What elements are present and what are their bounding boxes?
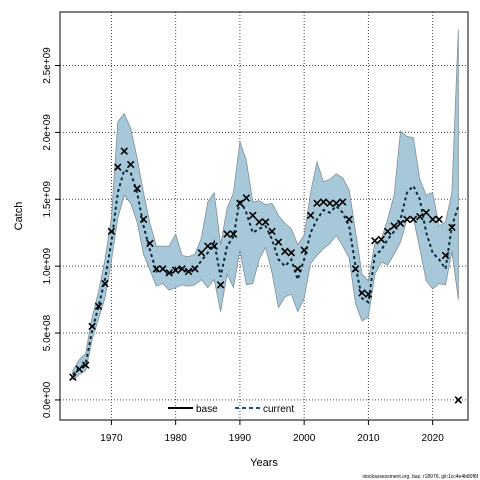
observed-point <box>223 230 231 238</box>
observed-point <box>396 219 405 228</box>
observed-point <box>133 184 141 193</box>
observed-point <box>107 227 116 236</box>
observed-point <box>88 322 96 331</box>
observed-point <box>281 247 289 256</box>
observed-point <box>422 208 431 217</box>
observed-point <box>332 199 341 208</box>
legend-current-label: current <box>263 404 294 415</box>
observed-point <box>94 302 103 311</box>
observed-point <box>101 279 109 288</box>
current-series-line <box>72 168 460 376</box>
observed-point <box>403 215 411 224</box>
observed-point <box>306 211 315 220</box>
observed-point <box>435 215 443 224</box>
observed-point <box>75 365 84 373</box>
x-tick-label: 1980 <box>165 433 188 444</box>
x-tick-label: 1970 <box>100 433 123 444</box>
observed-point <box>165 269 173 277</box>
observed-point <box>248 211 257 220</box>
y-tick-label: 1.0e+09 <box>42 248 53 285</box>
observed-point <box>345 215 353 224</box>
observed-point <box>274 238 283 246</box>
observed-markers <box>69 147 463 404</box>
observed-point <box>210 242 218 250</box>
observed-point <box>204 242 212 250</box>
x-tick-label: 2000 <box>293 433 316 444</box>
x-tick-label: 2010 <box>357 433 380 444</box>
observed-point <box>81 361 90 369</box>
plot-frame <box>59 11 469 421</box>
observed-point <box>159 265 167 273</box>
observed-point <box>448 223 456 232</box>
observed-point <box>261 218 270 226</box>
observed-point <box>383 227 392 236</box>
observed-point <box>377 235 386 244</box>
y-axis-title: Catch <box>13 202 25 231</box>
observed-point <box>319 198 328 206</box>
observed-point <box>242 194 251 202</box>
observed-point <box>293 265 302 273</box>
observed-point <box>197 249 206 257</box>
observed-point <box>409 215 418 224</box>
observed-point <box>178 265 186 273</box>
observed-point <box>441 251 450 260</box>
observed-point <box>120 147 129 155</box>
observed-point <box>229 230 238 238</box>
y-tick-label: 2.5e+09 <box>42 47 53 84</box>
observed-point <box>428 215 437 224</box>
observed-point <box>338 198 347 206</box>
observed-point <box>287 249 296 257</box>
observed-point <box>216 281 225 289</box>
observed-point <box>184 267 193 276</box>
y-tick-label: 1.5e+09 <box>42 181 53 218</box>
y-tick-label: 5.0e+08 <box>42 314 53 351</box>
legend-base-label: base <box>196 404 218 415</box>
observed-point <box>152 265 161 273</box>
observed-point <box>454 396 463 404</box>
observed-point <box>171 266 180 274</box>
y-tick-label: 0.0e+00 <box>42 381 53 418</box>
observed-point <box>358 289 366 297</box>
legend: base current <box>168 404 294 415</box>
observed-point <box>69 373 77 381</box>
footer-note: stockassessment.org, baz, r18976, git:1c… <box>362 474 478 480</box>
x-tick-label: 2020 <box>422 433 445 444</box>
observed-point <box>326 199 334 208</box>
observed-point <box>416 212 424 221</box>
observed-point <box>236 199 244 208</box>
x-axis: 1970 1980 1990 2000 2010 2020 <box>100 420 444 444</box>
observed-point <box>390 222 398 230</box>
y-tick-label: 2.0e+09 <box>42 114 53 151</box>
observed-point <box>146 239 154 248</box>
observed-point <box>268 227 276 236</box>
observed-point <box>371 236 379 245</box>
observed-point <box>300 246 308 254</box>
observed-point <box>313 199 321 208</box>
observed-point <box>255 218 263 226</box>
observed-point <box>191 265 199 273</box>
observed-point <box>126 160 135 169</box>
observed-point <box>364 290 373 299</box>
observed-point <box>351 265 360 273</box>
observed-point <box>139 215 148 224</box>
x-axis-title: Years <box>250 457 278 469</box>
observed-point <box>114 163 122 171</box>
x-tick-label: 1990 <box>229 433 252 444</box>
y-axis: 0.0e+00 5.0e+08 1.0e+09 1.5e+09 2.0e+09 2.5e+… <box>42 47 60 418</box>
